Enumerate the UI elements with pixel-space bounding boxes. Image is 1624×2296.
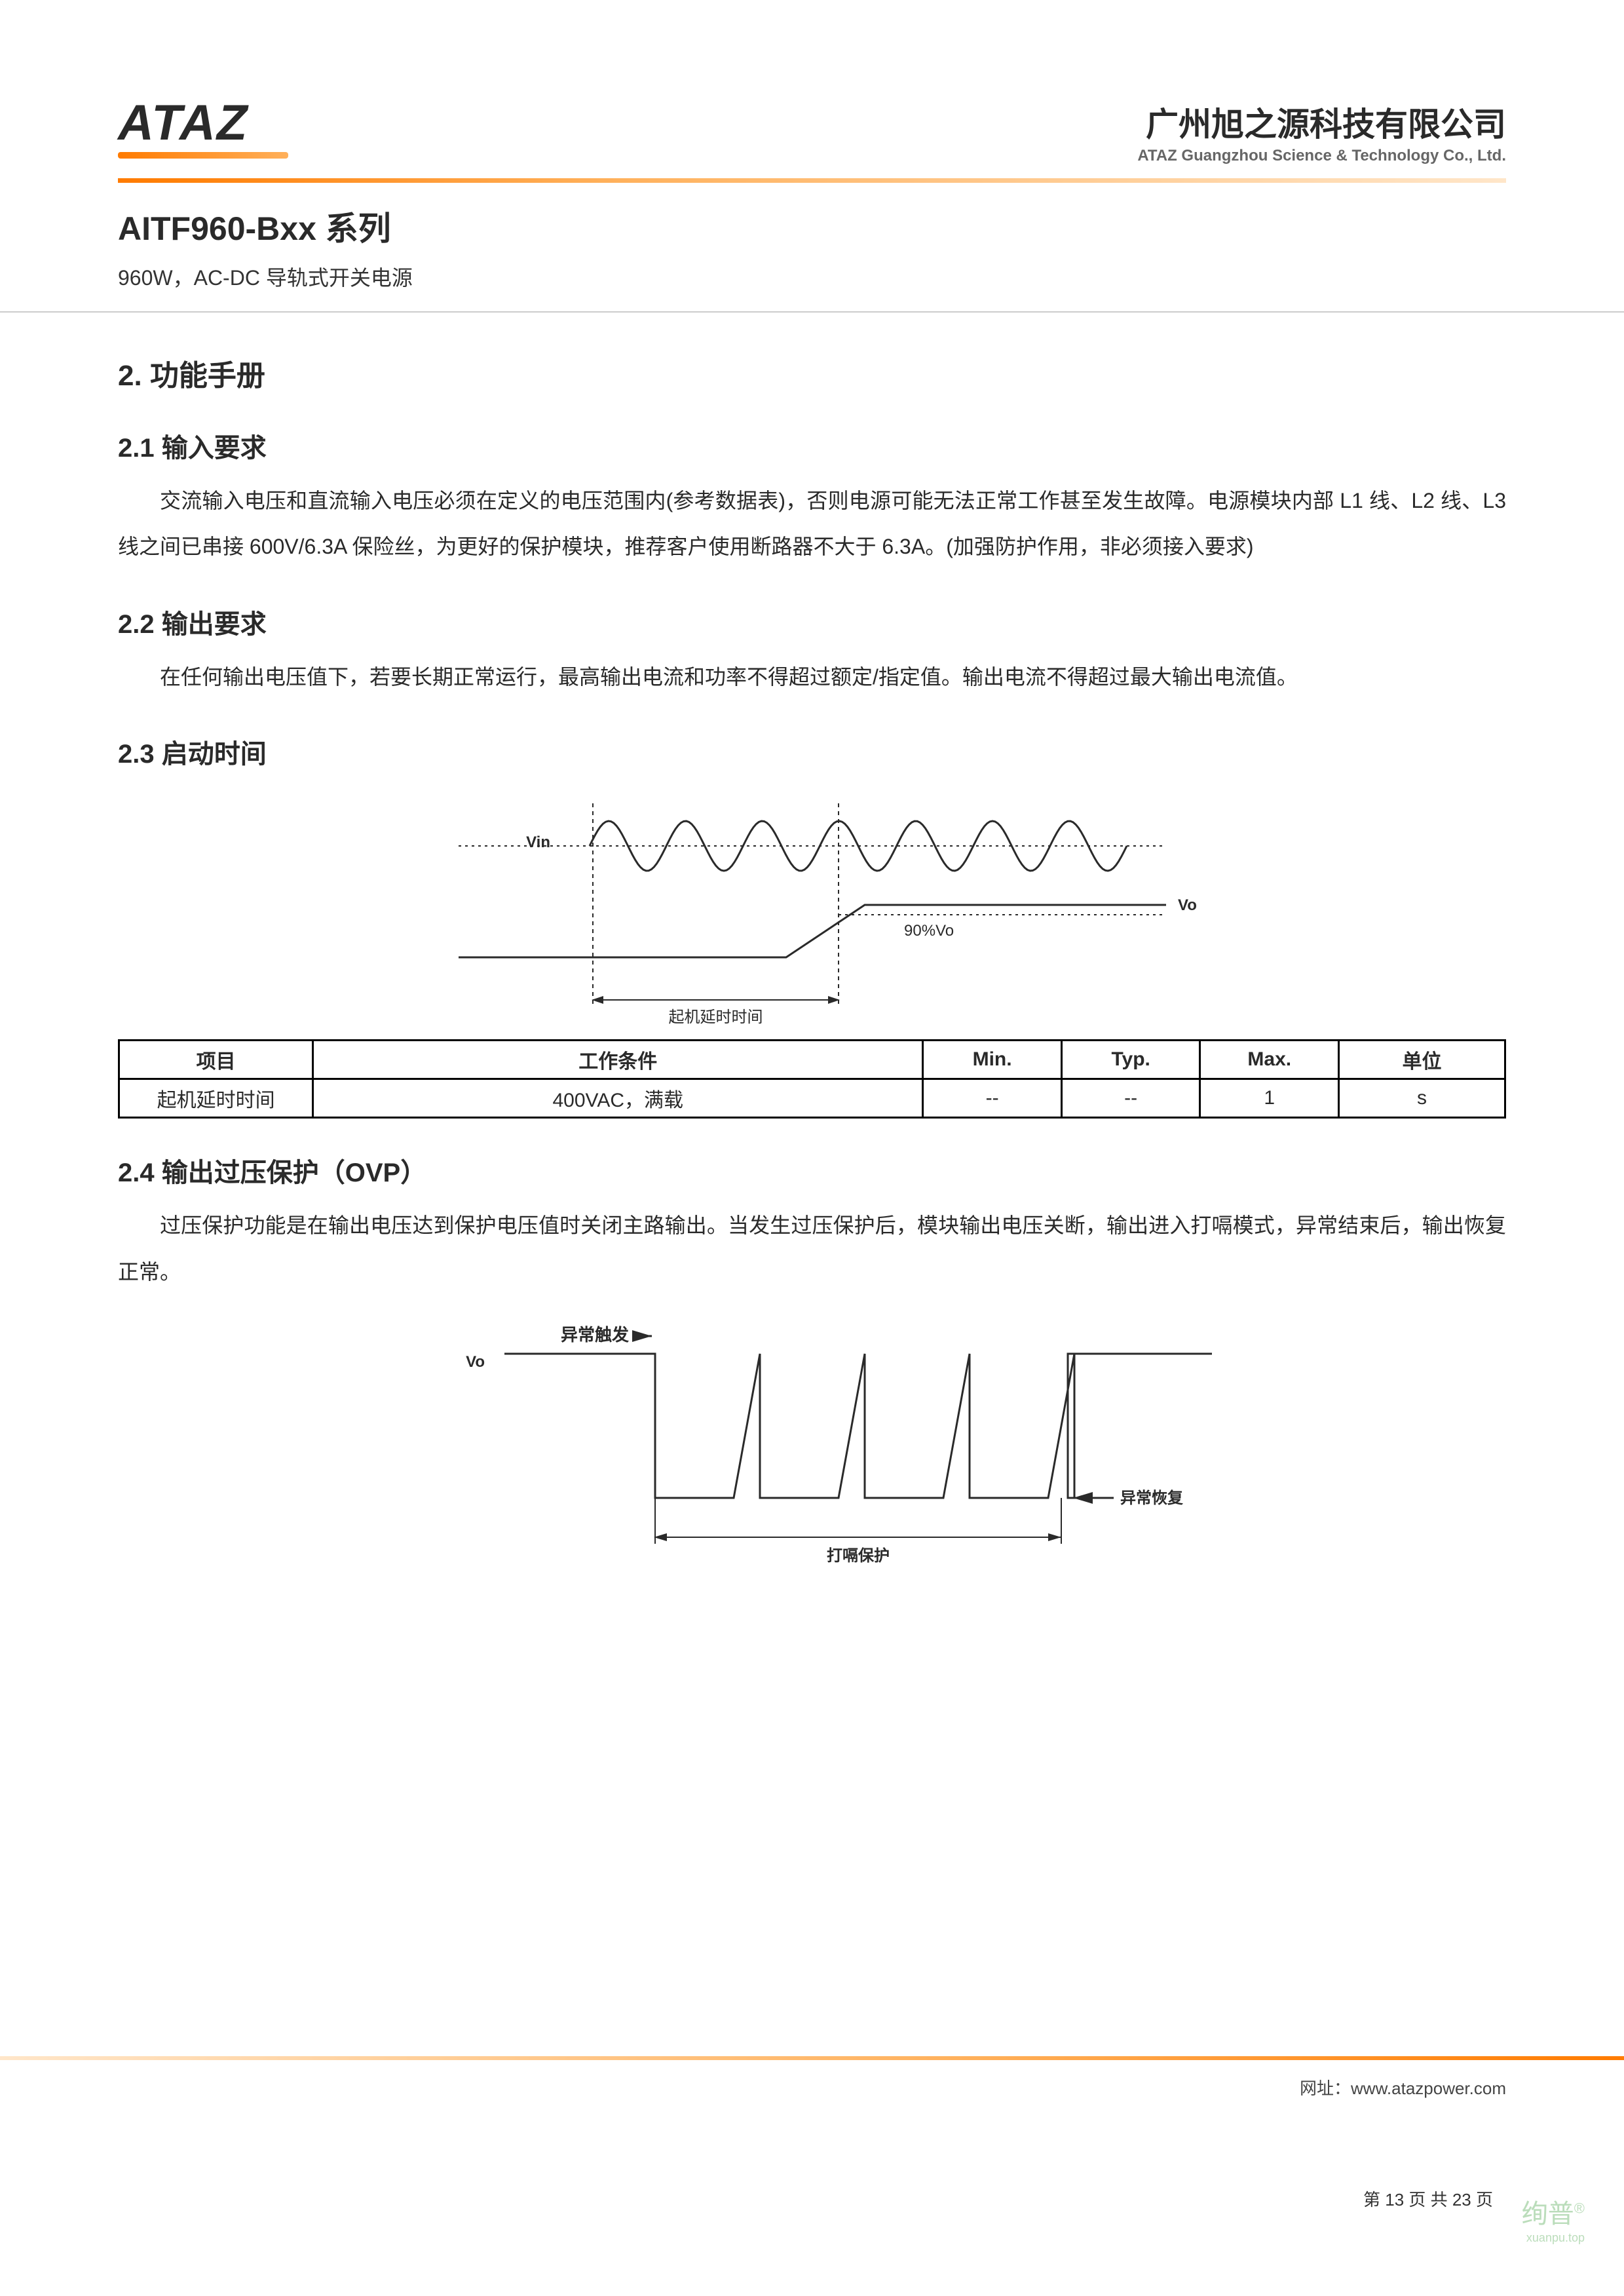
series-title: AITF960-Bxx 系列 (118, 202, 1506, 250)
logo-underline (118, 152, 288, 159)
table-header: Max. (1200, 1041, 1339, 1079)
table-row: 起机延时时间400VAC，满载----1s (119, 1079, 1505, 1118)
page-number: 第 13 页 共 23 页 (1363, 2187, 1493, 2211)
svg-text:Vo: Vo (466, 1353, 485, 1371)
startup-timing-diagram: Vin 90%Vo Vo 起机延时时间 (419, 790, 1205, 1026)
watermark: 绚普® (1522, 2192, 1585, 2230)
svg-text:Vo: Vo (1178, 896, 1197, 914)
table-header: 单位 (1339, 1041, 1505, 1079)
ovp-diagram-wrap: Vo 异常触发异常恢复打嗝保护 (118, 1314, 1506, 1563)
startup-spec-table: 项目工作条件Min.Typ.Max.单位起机延时时间400VAC，满载----1… (118, 1039, 1506, 1119)
divider (0, 311, 1624, 313)
startup-diagram-wrap: Vin 90%Vo Vo 起机延时时间 (118, 790, 1506, 1026)
svg-text:异常恢复: 异常恢复 (1120, 1489, 1184, 1507)
section-2-1-body: 交流输入电压和直流输入电压必须在定义的电压范围内(参考数据表)，否则电源可能无法… (118, 478, 1506, 570)
footer-rule (0, 2056, 1624, 2060)
section-2-2-title: 2.2 输出要求 (118, 603, 1506, 641)
svg-text:90%Vo: 90%Vo (904, 922, 954, 940)
header-rule (118, 178, 1506, 183)
logo: ATAZ (118, 98, 288, 159)
table-header: Min. (923, 1041, 1062, 1079)
svg-text:起机延时时间: 起机延时时间 (668, 1008, 763, 1026)
footer-url-value: www.atazpower.com (1351, 2078, 1506, 2098)
table-header: Typ. (1061, 1041, 1200, 1079)
company-name-cn: 广州旭之源科技有限公司 (1137, 98, 1506, 145)
logo-text: ATAZ (118, 98, 288, 148)
watermark-sub: xuanpu.top (1526, 2231, 1585, 2245)
svg-text:Vin: Vin (526, 833, 550, 851)
section-2-2-body: 在任何输出电压值下，若要长期正常运行，最高输出电流和功率不得超过额定/指定值。输… (118, 654, 1506, 700)
footer-url-label: 网址： (1300, 2078, 1351, 2098)
company-name-en: ATAZ Guangzhou Science & Technology Co.,… (1137, 147, 1506, 165)
footer-url: 网址：www.atazpower.com (1300, 2075, 1506, 2099)
company-block: 广州旭之源科技有限公司 ATAZ Guangzhou Science & Tec… (1137, 98, 1506, 165)
series-subtitle: 960W，AC-DC 导轨式开关电源 (118, 261, 1506, 292)
section-2-4-title: 2.4 输出过压保护（OVP） (118, 1151, 1506, 1189)
svg-text:打嗝保护: 打嗝保护 (827, 1546, 890, 1563)
table-header: 项目 (119, 1041, 313, 1079)
section-2-1-title: 2.1 输入要求 (118, 427, 1506, 465)
svg-text:异常触发: 异常触发 (560, 1325, 628, 1345)
section-2-3-title: 2.3 启动时间 (118, 733, 1506, 771)
page-header: ATAZ 广州旭之源科技有限公司 ATAZ Guangzhou Science … (118, 98, 1506, 165)
section-2-title: 2. 功能手册 (118, 352, 1506, 394)
section-2-4-body: 过压保护功能是在输出电压达到保护电压值时关闭主路输出。当发生过压保护后，模块输出… (118, 1202, 1506, 1295)
ovp-timing-diagram: Vo 异常触发异常恢复打嗝保护 (387, 1314, 1238, 1563)
table-header: 工作条件 (313, 1041, 923, 1079)
